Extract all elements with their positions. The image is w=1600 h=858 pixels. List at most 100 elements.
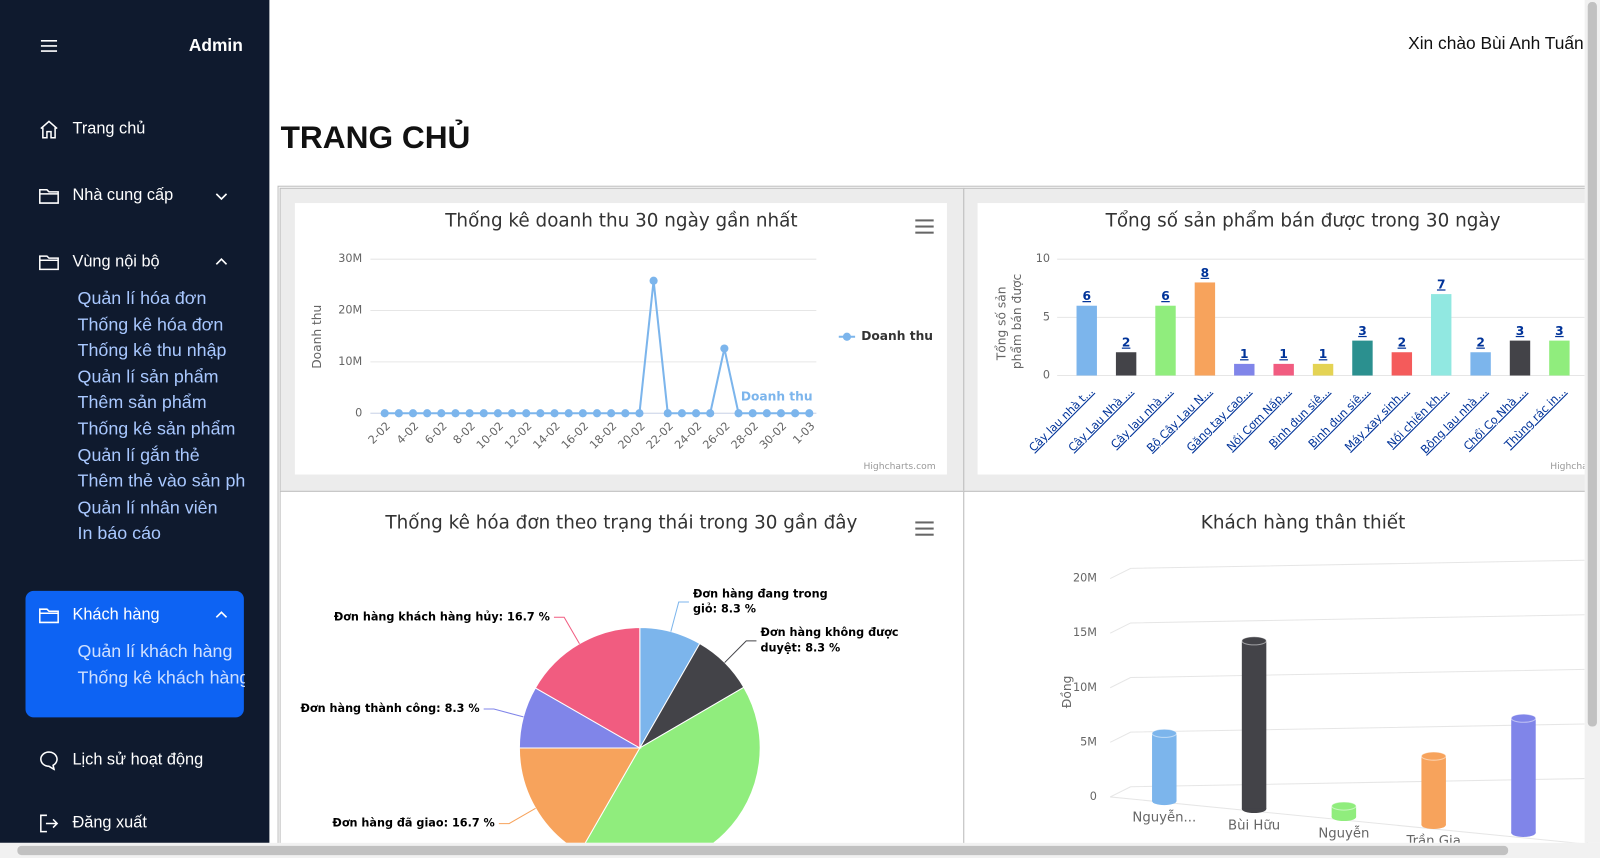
submenu-item[interactable]: Thống kê hóa đơn xyxy=(77,313,224,335)
legend-label: Doanh thu xyxy=(861,329,933,343)
menu-toggle[interactable] xyxy=(40,39,58,52)
menu-item[interactable]: Vùng nội bộ xyxy=(39,251,160,273)
data-label: 2 xyxy=(1122,336,1131,350)
data-label: Đơn hàng khách hàng hủy: 16.7 % xyxy=(334,610,550,623)
export-menu[interactable] xyxy=(915,219,934,234)
x-tick-label: Trần Gia xyxy=(1405,833,1460,843)
menu-item[interactable]: Đăng xuất xyxy=(39,812,147,834)
submenu-item[interactable]: In báo cáo xyxy=(77,522,161,544)
x-tick-label: 24-02 xyxy=(672,420,704,452)
data-label: Đơn hàng đã giao: 16.7 % xyxy=(332,817,494,830)
y-tick-label: 10 xyxy=(1036,252,1050,265)
menu-item[interactable]: Lịch sử hoạt động xyxy=(39,749,203,771)
cylinder-body xyxy=(1421,756,1446,825)
x-tick-label: 16-02 xyxy=(559,420,591,452)
chart-title: Thống kê hóa đơn theo trạng thái trong 3… xyxy=(384,512,857,533)
point xyxy=(762,409,771,418)
data-label: Đơn hàng đang trong giỏ: 8.3 % xyxy=(693,587,832,615)
submenu-item[interactable]: Thêm sản phẩm xyxy=(77,392,207,413)
grid-line xyxy=(1109,614,1585,634)
bar xyxy=(1312,363,1334,376)
point xyxy=(621,409,630,418)
x-tick-label: Cây lau nhà t... xyxy=(1027,385,1097,455)
x-tick-label: 26-02 xyxy=(700,420,732,452)
active-menu xyxy=(25,590,244,718)
x-tick-label: 10-02 xyxy=(474,420,506,452)
data-label: 6 xyxy=(1082,289,1091,303)
menu-item[interactable]: Nhà cung cấp xyxy=(39,185,173,207)
point xyxy=(791,409,800,418)
point xyxy=(578,409,587,418)
legend-marker xyxy=(842,332,852,341)
cylinder-body xyxy=(1331,806,1357,817)
submenu-item[interactable]: Thống kê sản phẩm xyxy=(77,418,236,439)
point xyxy=(493,409,502,418)
submenu-item[interactable]: Quản lí gắn thẻ xyxy=(77,444,200,465)
menu-label: Vùng nội bộ xyxy=(72,253,160,271)
cylinder-top xyxy=(1151,728,1178,738)
y-tick-label: 20M xyxy=(1073,572,1097,585)
data-label: 7 xyxy=(1437,277,1446,291)
export-menu[interactable] xyxy=(915,521,934,536)
chart: Thống kê doanh thu 30 ngày gần nhất Doanh… xyxy=(310,210,936,471)
scroll-thumb[interactable] xyxy=(1587,2,1597,727)
menu-label: Nhà cung cấp xyxy=(72,186,174,205)
point xyxy=(635,409,644,418)
submenu: Quản lí hóa đơn Thống kê hóa đơn Thống k… xyxy=(78,286,245,547)
bar xyxy=(1549,340,1570,376)
point xyxy=(564,409,573,418)
chart: Khách hàng thân thiết Đồng 0 5M 10M 15M 20M Ngu… xyxy=(1060,512,1585,843)
chevron-up[interactable] xyxy=(214,255,228,269)
submenu-item[interactable]: Thêm thẻ vào sản phẩm xyxy=(77,470,245,491)
point xyxy=(649,276,658,285)
bar xyxy=(1352,340,1373,376)
submenu-item[interactable]: Quản lí khách hàng xyxy=(77,640,233,662)
submenu-item[interactable]: Quản lí sản phẩm xyxy=(77,366,219,387)
data-label: 2 xyxy=(1398,336,1407,350)
grid-line xyxy=(1109,559,1585,580)
bar xyxy=(1194,282,1216,376)
credits: Highcharts.com xyxy=(1550,461,1584,472)
y-tick-label: 5M xyxy=(1080,735,1097,748)
submenu-item[interactable]: Thống kê thu nhập xyxy=(77,339,227,361)
scroll-thumb[interactable] xyxy=(17,845,1509,856)
pie-slice xyxy=(534,627,641,749)
point xyxy=(720,344,729,353)
y-tick-label: 15M xyxy=(1073,626,1097,639)
data-label: 3 xyxy=(1358,324,1367,338)
point xyxy=(536,409,545,418)
x-tick-label: 2-02 xyxy=(366,420,393,447)
x-tick-label: Bùi Hữu xyxy=(1228,817,1280,833)
grid-line xyxy=(1109,723,1585,743)
x-tick-label: Bông lau nhà ... xyxy=(1418,385,1490,457)
submenu-item[interactable]: Thống kê khách hàng xyxy=(77,666,245,688)
point xyxy=(607,409,616,418)
x-tick-label: 1-03 xyxy=(790,420,817,447)
submenu-item[interactable]: Quản lí hóa đơn xyxy=(77,287,207,309)
menu-item[interactable]: Trang chủ xyxy=(39,118,145,140)
submenu-item[interactable]: Quản lí nhân viên xyxy=(77,496,218,518)
connector xyxy=(553,616,580,645)
bar xyxy=(1273,363,1294,376)
point xyxy=(776,409,786,418)
charts: Thống kê doanh thu 30 ngày gần nhất Doanh… xyxy=(301,210,1585,843)
x-tick-label: Nguyễn xyxy=(1318,824,1369,841)
menu-item[interactable]: Khách hàng xyxy=(39,604,160,626)
data-label: 1 xyxy=(1319,347,1328,361)
point xyxy=(408,409,418,418)
chevron-down[interactable] xyxy=(214,189,228,203)
axis-title: Doanh thu xyxy=(310,305,324,369)
x-tick-label: 28-02 xyxy=(729,420,761,452)
point xyxy=(734,409,743,418)
point xyxy=(394,409,403,418)
data-label: 1 xyxy=(1240,347,1249,361)
point xyxy=(507,409,517,418)
chevron-up[interactable] xyxy=(214,608,228,622)
cylinder-top xyxy=(1241,636,1267,646)
bar xyxy=(1115,352,1137,376)
connector xyxy=(483,708,524,718)
brand: Admin xyxy=(188,35,243,56)
point xyxy=(380,409,389,418)
point xyxy=(522,409,531,418)
